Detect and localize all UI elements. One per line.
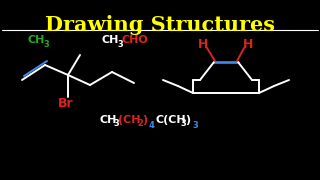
Text: 2: 2 [137, 118, 143, 127]
Text: 3: 3 [192, 120, 198, 129]
Text: ): ) [185, 115, 190, 125]
Text: CH: CH [100, 115, 117, 125]
Text: H: H [243, 37, 253, 51]
Text: 4: 4 [149, 120, 155, 129]
Text: 3: 3 [180, 118, 186, 127]
Text: H: H [198, 37, 208, 51]
Text: Drawing Structures: Drawing Structures [45, 15, 275, 35]
Text: Br: Br [58, 96, 74, 109]
Text: ): ) [142, 115, 147, 125]
Text: CHO: CHO [122, 35, 149, 45]
Text: CH: CH [102, 35, 119, 45]
Text: 3: 3 [117, 39, 123, 48]
Text: 3: 3 [43, 39, 49, 48]
Text: 3: 3 [113, 118, 119, 127]
Text: (CH: (CH [118, 115, 140, 125]
Text: C(CH: C(CH [156, 115, 187, 125]
Text: CH: CH [28, 35, 45, 45]
